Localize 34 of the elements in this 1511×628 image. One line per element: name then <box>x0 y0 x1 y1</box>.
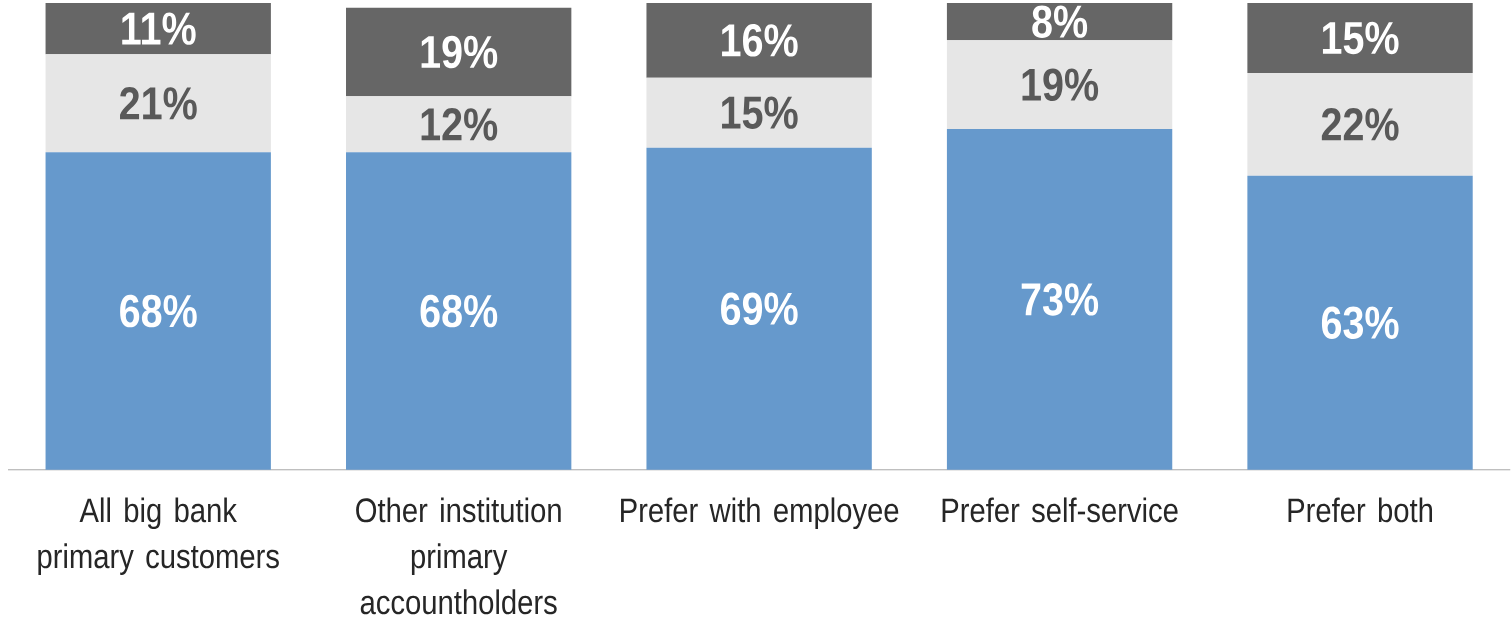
bar <box>346 152 572 470</box>
bar <box>45 152 271 470</box>
bar <box>346 7 572 97</box>
data-label: 73% <box>1021 283 1099 316</box>
data-label: 11% <box>122 12 196 45</box>
bar <box>946 40 1173 130</box>
data-label: 22% <box>1321 108 1399 141</box>
data-label: 63% <box>1321 306 1399 340</box>
bar <box>946 129 1173 470</box>
bar <box>45 54 271 153</box>
data-label: 69% <box>721 292 798 326</box>
x-tick-label: Prefer with employee <box>621 497 899 530</box>
bar <box>346 96 572 153</box>
data-label: 15% <box>1322 21 1399 55</box>
data-label: 68% <box>420 294 498 328</box>
bar <box>646 147 872 470</box>
data-label: 21% <box>120 87 197 120</box>
bar <box>1247 175 1473 470</box>
x-tick-label: All big bank primary customers <box>38 497 279 576</box>
x-tick-label: Other institution primary accountholders <box>356 497 561 615</box>
bar <box>646 3 872 78</box>
x-tick-label: Prefer self-service <box>942 497 1178 523</box>
bar <box>1247 73 1473 176</box>
data-label: 16% <box>722 24 798 57</box>
data-label: 12% <box>421 108 498 141</box>
data-label: 19% <box>421 35 498 69</box>
x-tick-label: Prefer both <box>1288 497 1433 523</box>
bar <box>1247 3 1473 74</box>
data-label: 15% <box>722 96 798 130</box>
bar <box>646 77 872 148</box>
data-label: 8% <box>1032 5 1088 39</box>
data-label: 19% <box>1022 68 1099 102</box>
bar <box>45 3 271 55</box>
data-label: 68% <box>120 294 197 328</box>
